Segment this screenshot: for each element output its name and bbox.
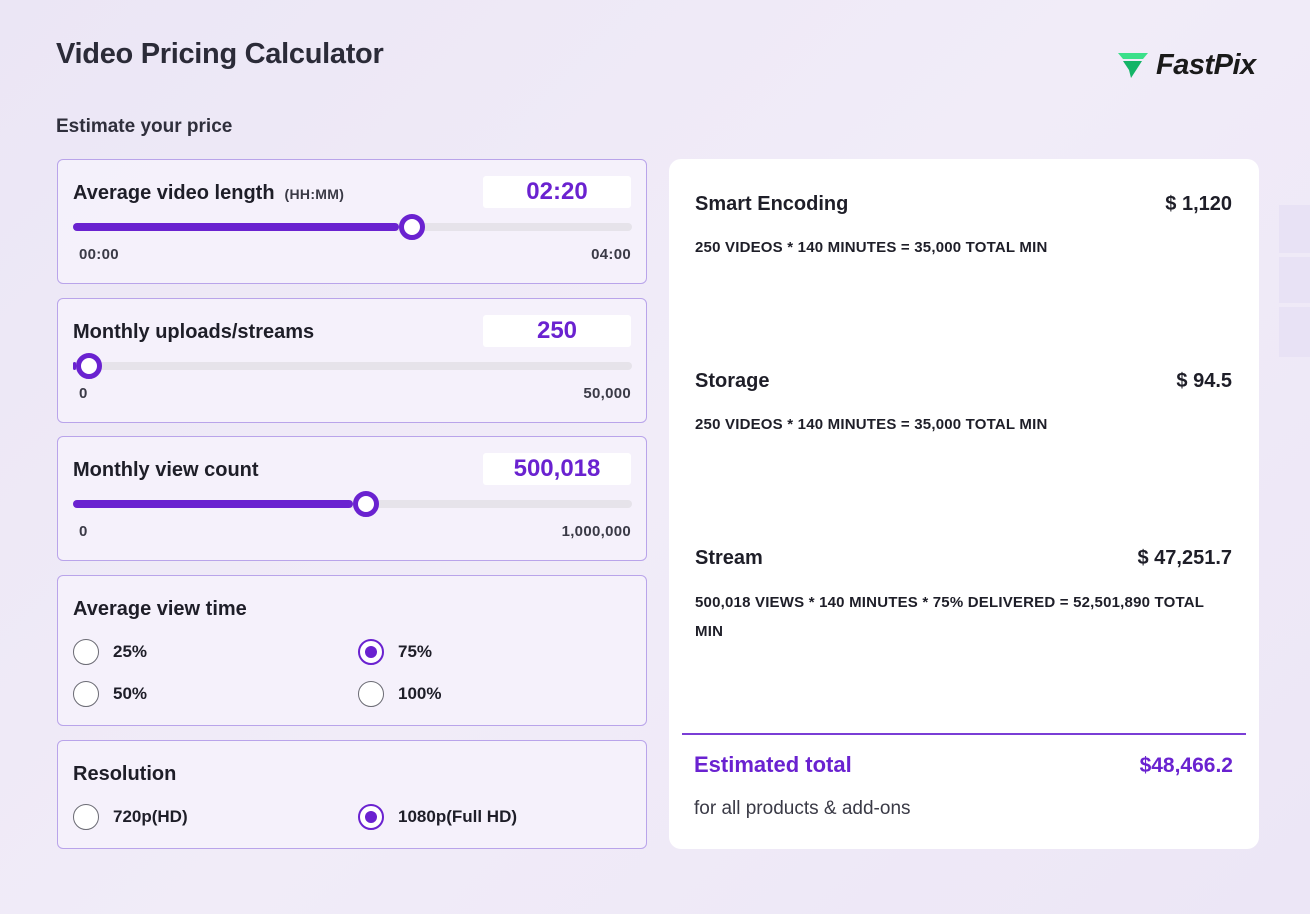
uploads-label: Monthly uploads/streams [73,321,315,343]
views-slider-fill [73,500,353,508]
page-title: Video Pricing Calculator [56,38,384,70]
video-length-value[interactable]: 02:20 [483,176,631,208]
views-slider-thumb[interactable] [352,491,379,517]
view-time-option-50[interactable]: 50% [73,681,147,707]
radio-circle[interactable] [73,804,99,830]
view-time-option-100[interactable]: 100% [358,681,441,707]
price-summary-panel: Smart Encoding $ 1,120 250 VIDEOS * 140 … [669,159,1259,849]
view-time-option-25[interactable]: 25% [73,639,147,665]
estimated-total-value: $48,466.2 [1139,754,1233,777]
estimated-total-note: for all products & add-ons [694,798,911,819]
smart-encoding-price: $ 1,120 [1165,193,1232,215]
view-time-card: Average view time 25% 50% 75% 100% [57,575,647,726]
storage-name: Storage [695,370,770,392]
storage-price: $ 94.5 [1176,370,1232,392]
views-slider[interactable] [73,491,632,517]
total-divider [682,733,1246,735]
uploads-min: 0 [79,385,88,402]
smart-encoding-name: Smart Encoding [695,193,849,215]
storage-desc: 250 VIDEOS * 140 MINUTES = 35,000 TOTAL … [695,416,1048,433]
views-min: 0 [79,523,88,540]
views-card: Monthly view count 500,018 0 1,000,000 [57,436,647,561]
video-length-label: Average video length (HH:MM) [73,182,345,204]
video-length-card: Average video length (HH:MM) 02:20 00:00 … [57,159,647,284]
uploads-slider-fill [73,362,76,370]
stream-price: $ 47,251.7 [1137,547,1232,569]
edge-decoration [1279,257,1310,303]
radio-circle[interactable] [358,639,384,665]
estimated-total-label: Estimated total [694,752,852,777]
view-time-option-label: 25% [113,642,148,661]
section-subtitle: Estimate your price [56,116,233,137]
resolution-card: Resolution 720p(HD) 1080p(Full HD) [57,740,647,849]
video-length-max: 04:00 [591,246,631,263]
video-length-min: 00:00 [79,246,119,263]
video-length-slider-thumb[interactable] [398,214,425,240]
uploads-value[interactable]: 250 [483,315,631,347]
video-length-slider-fill [73,223,399,231]
uploads-max: 50,000 [583,385,631,402]
stream-desc: 500,018 VIEWS * 140 MINUTES * 75% DELIVE… [695,594,1204,640]
view-time-label: Average view time [73,598,247,620]
video-length-hint: (HH:MM) [284,186,345,202]
resolution-option-720p[interactable]: 720p(HD) [73,804,188,830]
radio-circle[interactable] [358,681,384,707]
view-time-option-75[interactable]: 75% [358,639,432,665]
resolution-label: Resolution [73,763,177,785]
fastpix-logo-icon [1118,53,1148,78]
stream-name: Stream [695,547,763,569]
brand-name: FastPix [1156,48,1256,81]
brand-logo[interactable]: FastPix [1116,48,1256,82]
uploads-slider-thumb[interactable] [75,353,102,379]
uploads-slider[interactable] [73,353,632,379]
view-time-option-label: 100% [398,684,442,703]
edge-decoration [1279,307,1310,357]
resolution-option-1080p[interactable]: 1080p(Full HD) [358,804,517,830]
views-label: Monthly view count [73,459,259,481]
view-time-option-label: 75% [398,642,433,661]
views-value[interactable]: 500,018 [483,453,631,485]
resolution-option-label: 720p(HD) [113,807,188,826]
radio-circle[interactable] [73,639,99,665]
radio-circle[interactable] [73,681,99,707]
edge-decoration [1279,205,1310,253]
video-length-slider[interactable] [73,214,632,240]
smart-encoding-desc: 250 VIDEOS * 140 MINUTES = 35,000 TOTAL … [695,239,1048,256]
view-time-option-label: 50% [113,684,148,703]
views-max: 1,000,000 [561,523,631,540]
radio-circle[interactable] [358,804,384,830]
uploads-card: Monthly uploads/streams 250 0 50,000 [57,298,647,423]
resolution-option-label: 1080p(Full HD) [398,807,518,826]
